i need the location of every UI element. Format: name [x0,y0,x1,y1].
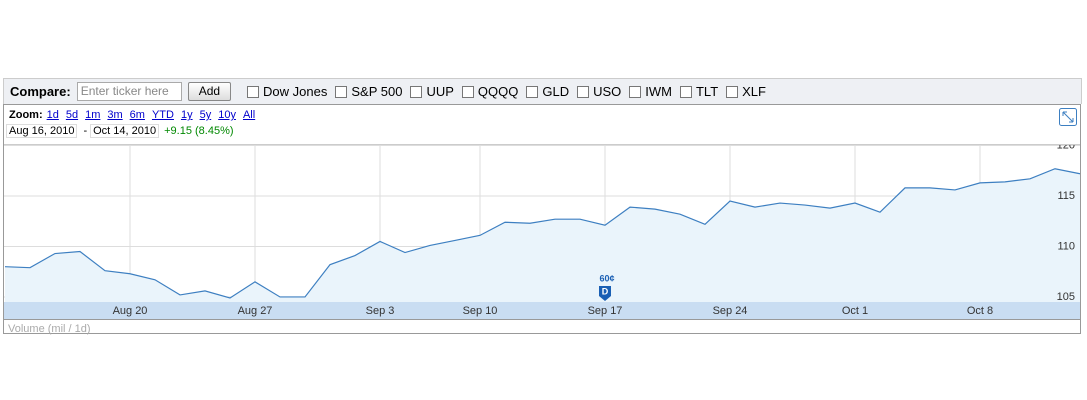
dividend-marker[interactable]: 60¢ D [599,273,615,301]
ticker-option[interactable]: TLT [679,84,719,99]
ticker-option[interactable]: S&P 500 [335,84,402,99]
zoom-link[interactable]: All [242,109,256,121]
ticker-input[interactable]: Enter ticker here [76,82,182,101]
y-tick-label: 110 [1057,240,1075,252]
checkbox[interactable] [726,85,739,98]
checkbox[interactable] [629,85,642,98]
checkbox[interactable] [410,85,423,98]
date-strip [4,302,1080,319]
checkbox[interactable] [335,85,348,98]
checkbox[interactable] [247,85,260,98]
ticker-option[interactable]: USO [577,84,621,99]
x-tick-label: Sep 17 [588,305,623,317]
ticker-label: UUP [426,84,454,99]
x-tick-label: Oct 8 [967,305,993,317]
area [5,168,1080,302]
zoom-link[interactable]: 1y [180,109,193,121]
ticker-option[interactable]: IWM [629,84,672,99]
dividend-marker-label: D [602,286,609,296]
zoom-link[interactable]: YTD [151,109,174,121]
chart-header: Zoom: 1d 5d 1m 3m 6m YTD 1y 5y 10y All Aug 16, 201… [6,109,262,138]
ticker-list: Dow Jones S&P 500 UUP QQQQ GLD USO IWM TLT XLF [247,84,774,99]
x-tick-label: Sep 3 [366,305,395,317]
ticker-label: TLT [695,84,719,99]
ticker-option[interactable]: UUP [410,84,454,99]
zoom-row: Zoom: 1d 5d 1m 3m 6m YTD 1y 5y 10y All [9,109,262,121]
price-line [4,168,1081,299]
zoom-label: Zoom: [9,109,43,121]
price-change: +9.15 (8.45%) [164,125,234,137]
ticker-label: Dow Jones [263,84,328,99]
y-tick-label: 115 [1057,190,1075,202]
zoom-link[interactable]: 6m [129,109,145,121]
checkbox[interactable] [577,85,590,98]
ticker-option[interactable]: Dow Jones [247,84,327,99]
checkbox[interactable] [461,85,474,98]
zoom-link[interactable]: 5d [65,109,79,121]
compare-bar: Compare: Enter ticker here Add Dow Jones… [3,78,1082,104]
expand-icon[interactable] [1059,108,1077,126]
x-tick-label: Sep 24 [713,305,748,317]
zoom-link[interactable]: 1m [85,109,101,121]
ticker-label: QQQQ [477,84,519,99]
date-row: Aug 16, 2010 - Oct 14, 2010 +9.15 (8.45%… [6,124,262,138]
ticker-label: IWM [645,84,672,99]
start-date[interactable]: Aug 16, 2010 [6,124,78,138]
ticker-option[interactable]: QQQQ [461,84,519,99]
volume-label: Volume (mil / 1d) [8,323,91,335]
compare-label: Compare: [10,84,71,99]
x-tick-label: Sep 10 [463,305,498,317]
y-tick-label: 120 [1057,139,1075,151]
zoom-link[interactable]: 10y [218,109,236,121]
ticker-label: USO [593,84,622,99]
x-tick-label: Aug 20 [113,305,148,317]
checkbox[interactable] [526,85,539,98]
checkbox[interactable] [679,85,692,98]
date-separator: - [83,125,88,137]
ticker-label: XLF [742,84,766,99]
ticker-label: GLD [542,84,570,99]
ticker-label: S&P 500 [351,84,403,99]
zoom-link[interactable]: 5y [199,109,212,121]
zoom-link[interactable]: 1d [46,109,59,121]
dividend-amount: 60¢ [599,273,614,283]
x-tick-label: Oct 1 [842,305,868,317]
ticker-option[interactable]: XLF [726,84,766,99]
x-tick-label: Aug 27 [238,305,273,317]
zoom-link[interactable]: 3m [107,109,123,121]
y-tick-label: 105 [1057,291,1075,303]
end-date[interactable]: Oct 14, 2010 [90,124,160,138]
ticker-option[interactable]: GLD [526,84,569,99]
add-button[interactable]: Add [187,82,232,101]
